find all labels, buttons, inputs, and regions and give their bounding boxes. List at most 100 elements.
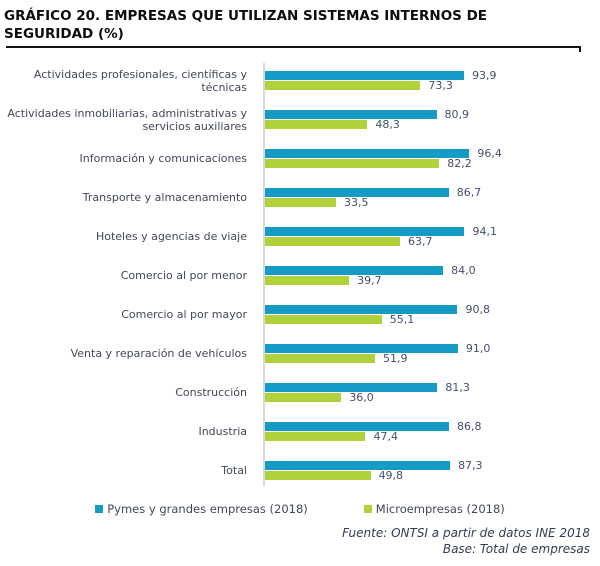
bar-micro [265, 393, 342, 402]
chart-row: Venta y reparación de vehículos 91,0 51,9 [0, 334, 600, 373]
value-label-micro: 73,3 [428, 79, 453, 92]
category-label: Comercio al por menor [120, 269, 247, 282]
chart-legend: Pymes y grandes empresas (2018) Microemp… [0, 502, 600, 516]
bar-line-pymes: 96,4 [265, 147, 600, 160]
legend-label-pymes: Pymes y grandes empresas (2018) [107, 502, 308, 516]
bar-group: 91,0 51,9 [256, 342, 600, 365]
title-underline [6, 46, 581, 52]
bar-line-pymes: 86,8 [265, 420, 600, 433]
bar-pymes [265, 344, 458, 353]
chart-row: Actividades inmobiliarias, administrativ… [0, 100, 600, 139]
value-label-pymes: 94,1 [472, 225, 497, 238]
bar-micro [265, 81, 421, 90]
legend-swatch-micro-icon [363, 505, 372, 513]
category-label: Información y comunicaciones [79, 152, 248, 165]
chart-title: GRÁFICO 20. EMPRESAS QUE UTILIZAN SISTEM… [4, 8, 488, 42]
chart-row: Actividades profesionales, científicas y… [0, 61, 600, 100]
bar-pymes [265, 188, 449, 197]
chart-header: GRÁFICO 20. EMPRESAS QUE UTILIZAN SISTEM… [0, 0, 600, 52]
bar-line-micro: 51,9 [265, 352, 600, 365]
category-label: Hoteles y agencias de viaje [95, 230, 247, 243]
chart-row: Construcción 81,3 36,0 [0, 373, 600, 412]
bar-line-pymes: 86,7 [265, 186, 600, 199]
bar-micro [265, 237, 401, 246]
bar-group: 93,9 73,3 [256, 69, 600, 92]
bar-micro [265, 315, 382, 324]
value-label-micro: 63,7 [408, 235, 433, 248]
value-label-micro: 51,9 [383, 352, 408, 365]
bar-line-micro: 55,1 [265, 313, 600, 326]
legend-item-micro: Microempresas (2018) [363, 502, 505, 516]
value-label-pymes: 86,8 [457, 420, 482, 433]
value-label-pymes: 87,3 [458, 459, 483, 472]
legend-item-pymes: Pymes y grandes empresas (2018) [95, 502, 308, 516]
bar-line-pymes: 84,0 [265, 264, 600, 277]
bar-group: 94,1 63,7 [256, 225, 600, 248]
chart-body: Actividades profesionales, científicas y… [0, 61, 600, 490]
bar-micro [265, 198, 337, 207]
bar-micro [265, 159, 440, 168]
value-label-micro: 55,1 [389, 313, 415, 326]
value-label-pymes: 91,0 [465, 342, 491, 355]
bar-line-micro: 73,3 [265, 79, 600, 92]
bar-micro [265, 432, 366, 441]
category-label: Total [221, 464, 247, 477]
bar-pymes [265, 266, 444, 275]
bar-line-micro: 33,5 [265, 196, 600, 209]
bar-group: 90,8 55,1 [256, 303, 600, 326]
value-label-micro: 47,4 [373, 430, 398, 443]
bar-pymes [265, 383, 438, 392]
category-label: Comercio al por mayor [121, 308, 247, 321]
category-label: Transporte y almacenamiento [82, 191, 247, 204]
bar-group: 86,7 33,5 [256, 186, 600, 209]
bar-line-pymes: 94,1 [265, 225, 600, 238]
chart-row: Total 87,3 49,8 [0, 451, 600, 490]
chart-footer: Fuente: ONTSI a partir de datos INE 2018… [0, 525, 600, 557]
bar-line-micro: 82,2 [265, 157, 600, 170]
chart-row: Industria 86,8 47,4 [0, 412, 600, 451]
bar-pymes [265, 461, 451, 470]
bar-pymes [265, 149, 470, 158]
bar-micro [265, 354, 376, 363]
bar-group: 86,8 47,4 [256, 420, 600, 443]
bar-line-micro: 36,0 [265, 391, 600, 404]
category-label: Construcción [175, 386, 247, 399]
bar-line-micro: 47,4 [265, 430, 600, 443]
bar-pymes [265, 71, 465, 80]
bar-line-micro: 39,7 [265, 274, 600, 287]
bar-line-pymes: 93,9 [265, 69, 600, 82]
value-label-micro: 33,5 [344, 196, 369, 209]
bar-pymes [265, 305, 458, 314]
bar-micro [265, 120, 368, 129]
chart-row: Comercio al por mayor 90,8 55,1 [0, 295, 600, 334]
legend-label-micro: Microempresas (2018) [375, 502, 505, 516]
footer-base: Base: Total de empresas [442, 542, 590, 556]
chart-row: Hoteles y agencias de viaje 94,1 63,7 [0, 217, 600, 256]
bar-pymes [265, 110, 437, 119]
value-label-micro: 49,8 [378, 469, 404, 482]
legend-swatch-pymes-icon [95, 505, 104, 513]
y-axis-line [263, 63, 265, 486]
category-label: Venta y reparación de vehículos [70, 347, 247, 360]
bar-pymes [265, 227, 465, 236]
value-label-micro: 36,0 [349, 391, 374, 404]
value-label-micro: 82,2 [447, 157, 472, 170]
bar-group: 96,4 82,2 [256, 147, 600, 170]
title-underline-tick [579, 48, 581, 52]
value-label-pymes: 90,8 [465, 303, 490, 316]
bar-line-micro: 63,7 [265, 235, 600, 248]
bar-micro [265, 276, 350, 285]
value-label-micro: 39,7 [357, 274, 382, 287]
chart-row: Transporte y almacenamiento 86,7 33,5 [0, 178, 600, 217]
bar-line-micro: 48,3 [265, 118, 600, 131]
value-label-micro: 48,3 [375, 118, 400, 131]
bar-line-pymes: 91,0 [265, 342, 600, 355]
bar-line-pymes: 81,3 [265, 381, 600, 394]
category-label: Actividades profesionales, científicas y… [33, 67, 247, 94]
bar-line-micro: 49,8 [265, 469, 600, 482]
value-label-pymes: 86,7 [456, 186, 482, 199]
bar-micro [265, 471, 371, 480]
footer-source: Fuente: ONTSI a partir de datos INE 2018 [342, 526, 590, 540]
category-label: Industria [198, 425, 247, 438]
chart-row: Comercio al por menor 84,0 39,7 [0, 256, 600, 295]
